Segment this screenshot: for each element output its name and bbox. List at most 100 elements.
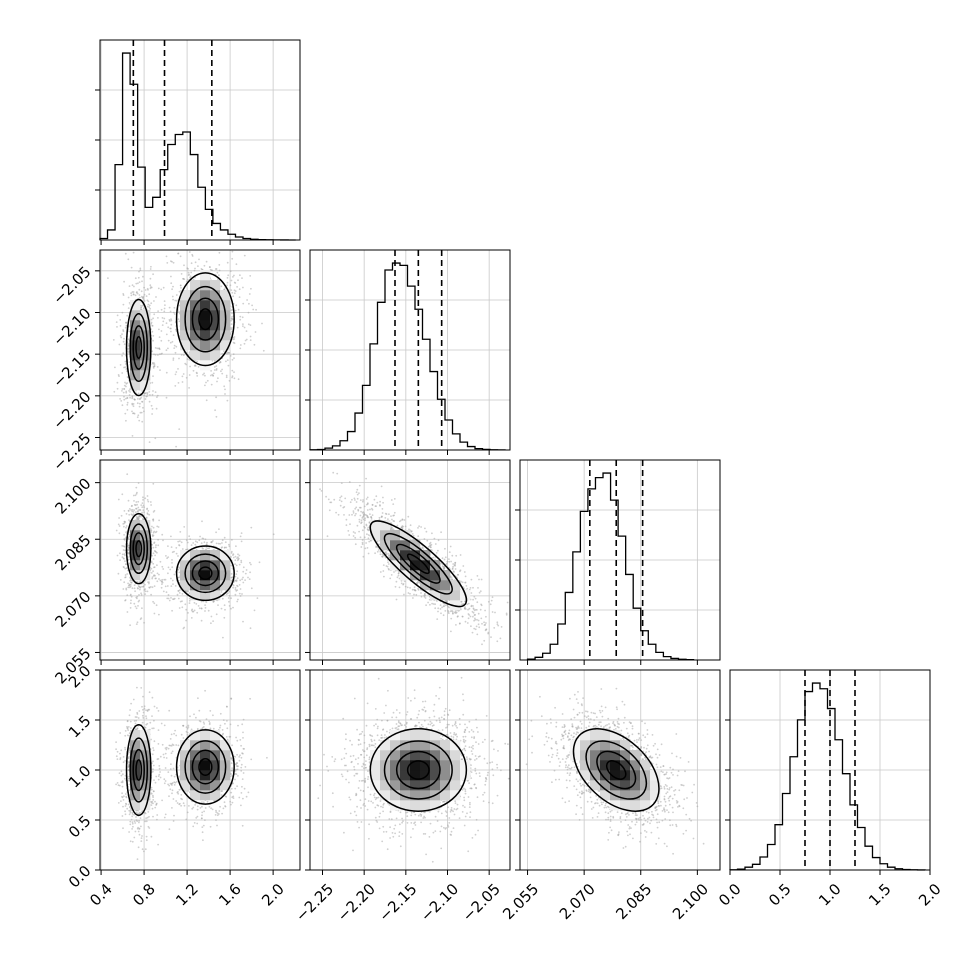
scatter-point [161, 533, 164, 536]
scatter-point [189, 538, 192, 540]
scatter-point [150, 286, 152, 288]
scatter-point [137, 511, 140, 513]
scatter-point [191, 610, 194, 613]
scatter-point [157, 310, 160, 312]
scatter-panel-1-2: −2.25−2.20−2.15−2.10−2.05 [49, 249, 301, 475]
scatter-point [228, 594, 231, 597]
scatter-point [203, 372, 206, 375]
scatter-point [140, 396, 143, 399]
scatter-point [232, 586, 235, 589]
scatter-point [154, 354, 157, 356]
scatter-point [444, 547, 446, 550]
scatter-point [203, 264, 206, 267]
scatter-point [142, 299, 145, 301]
scatter-point [146, 507, 149, 510]
scatter-point [340, 482, 343, 484]
scatter-point [150, 504, 153, 506]
scatter-point [124, 567, 127, 570]
scatter-point [146, 495, 149, 497]
scatter-point [149, 586, 152, 588]
scatter-point [355, 491, 358, 494]
scatter-point [207, 609, 210, 612]
scatter-point [219, 542, 222, 545]
scatter-point [141, 585, 143, 588]
scatter-point [242, 566, 245, 569]
scatter-point [171, 295, 174, 298]
density-cell [210, 330, 221, 341]
scatter-point [141, 280, 143, 283]
scatter-point [187, 612, 189, 614]
scatter-point [332, 471, 335, 474]
scatter-point [170, 318, 172, 320]
scatter-point [181, 381, 184, 383]
scatter-point [136, 518, 139, 520]
scatter-point [464, 575, 467, 578]
scatter-point [152, 375, 154, 377]
scatter-point [124, 537, 127, 540]
scatter-point [158, 328, 160, 331]
scatter-point [146, 299, 149, 302]
scatter-point [187, 268, 190, 270]
scatter-point [366, 509, 369, 511]
scatter-point [137, 509, 140, 511]
scatter-point [124, 599, 126, 602]
scatter-point [383, 575, 385, 578]
scatter-point [177, 252, 180, 255]
scatter-point [136, 503, 139, 506]
scatter-point [127, 499, 130, 502]
scatter-point [123, 520, 126, 523]
scatter-point [485, 615, 487, 618]
scatter-point [237, 558, 240, 561]
scatter-point [461, 615, 464, 618]
scatter-point [121, 333, 123, 335]
scatter-point [180, 354, 183, 356]
scatter-point [226, 359, 229, 361]
scatter-point [193, 609, 196, 612]
scatter-point [116, 314, 119, 317]
scatter-point [147, 500, 150, 503]
density-cell [200, 570, 211, 581]
scatter-point [409, 587, 411, 589]
scatter-point [144, 398, 147, 400]
scatter-point [247, 311, 250, 314]
scatter-point [151, 324, 154, 327]
scatter-point [333, 498, 336, 501]
scatter-point [124, 549, 126, 552]
scatter-point [121, 354, 123, 357]
scatter-point [223, 385, 226, 388]
scatter-point [154, 554, 157, 557]
scatter-point [132, 293, 135, 296]
scatter-point [466, 603, 469, 606]
scatter-point [122, 523, 125, 525]
scatter-point [170, 577, 172, 580]
scatter-point [150, 567, 153, 570]
scatter-point [138, 594, 140, 596]
scatter-point [227, 592, 229, 595]
scatter-point [186, 358, 189, 360]
scatter-point [220, 285, 223, 288]
scatter-point [141, 390, 144, 392]
scatter-point [204, 374, 206, 377]
scatter-point [165, 322, 168, 325]
scatter-point [120, 514, 123, 517]
scatter-point [181, 606, 184, 609]
scatter-point [167, 597, 170, 600]
scatter-point [127, 519, 130, 521]
scatter-point [152, 562, 155, 565]
scatter-point [451, 554, 454, 557]
scatter-point [178, 571, 181, 574]
scatter-point [338, 499, 341, 501]
scatter-point [400, 579, 403, 582]
scatter-point [250, 526, 253, 529]
scatter-point [155, 296, 157, 298]
scatter-point [239, 344, 242, 346]
scatter-point [170, 597, 172, 599]
scatter-point [237, 598, 239, 601]
scatter-point [123, 581, 126, 584]
scatter-point [227, 364, 230, 367]
scatter-point [236, 557, 238, 559]
scatter-point [234, 309, 237, 312]
scatter-point [225, 546, 228, 549]
histogram-panel-1 [95, 39, 301, 245]
scatter-point [361, 512, 364, 514]
